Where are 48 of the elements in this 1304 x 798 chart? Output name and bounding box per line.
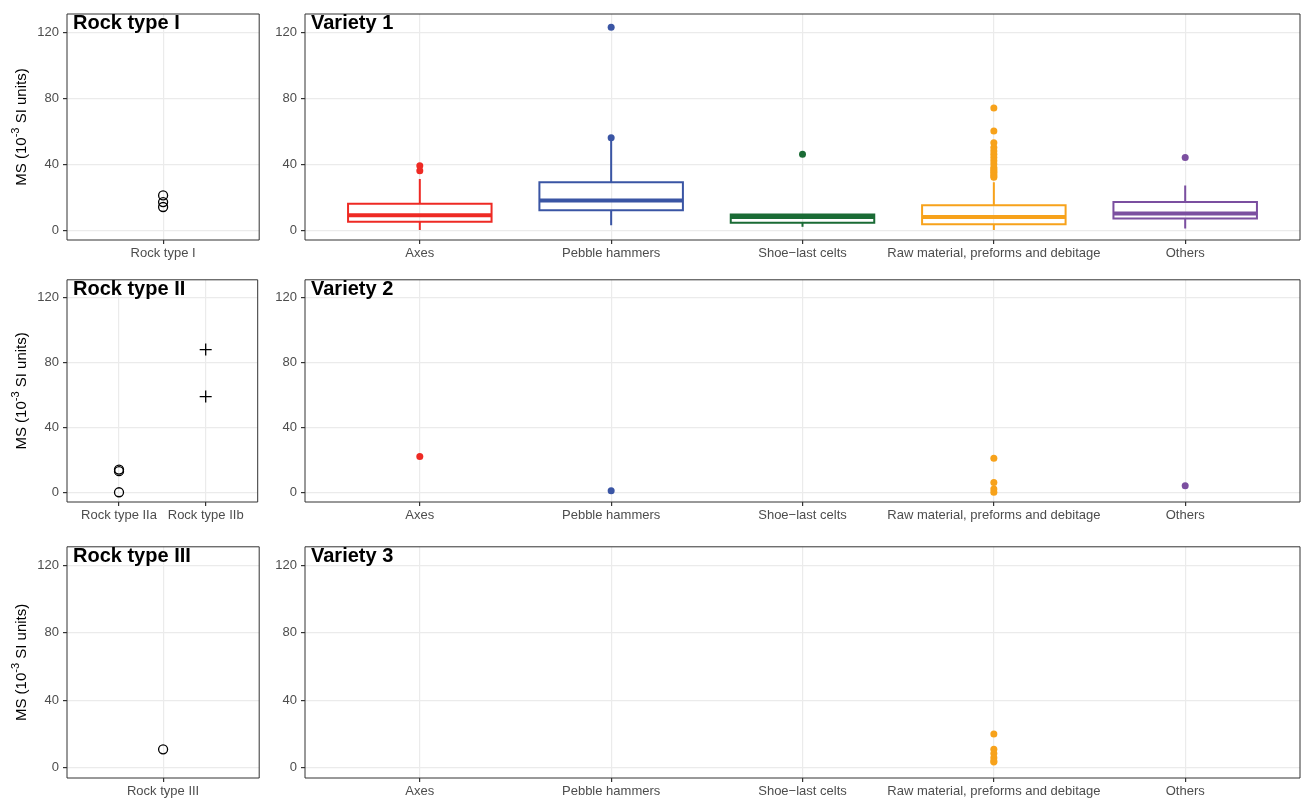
y-tick-label: 120 [275,556,297,572]
x-tick-label: Shoe−last celts [758,783,848,798]
x-tick-label: Raw material, preforms and debitage [887,507,1101,523]
y-tick-label: 120 [37,556,59,572]
y-tick-label: 120 [37,289,59,305]
y-tick-label: 0 [289,221,297,237]
y-tick-label: 40 [44,691,59,707]
chart-title: Variety 2 [311,276,394,299]
y-axis-title: MS (10-3 SI units) [9,603,30,722]
x-tick-label: Axes [405,245,435,261]
x-tick-label: Raw material, preforms and debitage [887,783,1101,798]
y-tick-label: 40 [282,418,297,434]
y-tick-label: 0 [51,483,59,499]
y-tick-label: 0 [289,759,297,775]
y-tick-label: 80 [282,354,297,370]
y-tick-label: 0 [51,221,59,237]
y-axis-title: MS (10-3 SI units) [9,332,30,450]
y-tick-label: 80 [282,89,297,105]
x-tick-label: Shoe−last celts [758,245,848,261]
y-axis-title: MS (10-3 SI units) [9,68,30,186]
y-tick-label: 120 [275,23,297,39]
x-tick-label: Pebble hammers [562,507,661,523]
x-tick-label: Others [1165,783,1206,798]
y-tick-label: 80 [44,89,59,105]
x-tick-label: Axes [405,507,435,523]
y-tick-label: 80 [44,354,59,370]
x-tick-label: Rock type IIa [81,507,158,523]
x-tick-label: Pebble hammers [562,245,661,261]
x-tick-label: Raw material, preforms and debitage [887,245,1101,261]
y-tick-label: 120 [37,23,59,39]
y-tick-label: 40 [282,155,297,171]
y-tick-label: 40 [44,418,59,434]
y-tick-label: 0 [51,759,59,775]
y-tick-label: 0 [289,483,297,499]
chart-title: Variety 3 [311,543,394,566]
y-tick-label: 120 [275,289,297,305]
y-tick-label: 80 [44,624,59,640]
chart-title: Variety 1 [311,11,394,33]
x-tick-label: Shoe−last celts [758,507,848,523]
y-tick-label: 80 [282,624,297,640]
chart-title: Rock type II [73,276,186,299]
x-tick-label: Others [1165,245,1206,261]
x-tick-label: Others [1165,507,1206,523]
x-tick-label: Pebble hammers [562,783,661,798]
x-tick-label: Axes [405,783,435,798]
x-tick-label: Rock type IIb [167,507,244,523]
y-tick-label: 40 [44,155,59,171]
y-tick-label: 40 [282,691,297,707]
